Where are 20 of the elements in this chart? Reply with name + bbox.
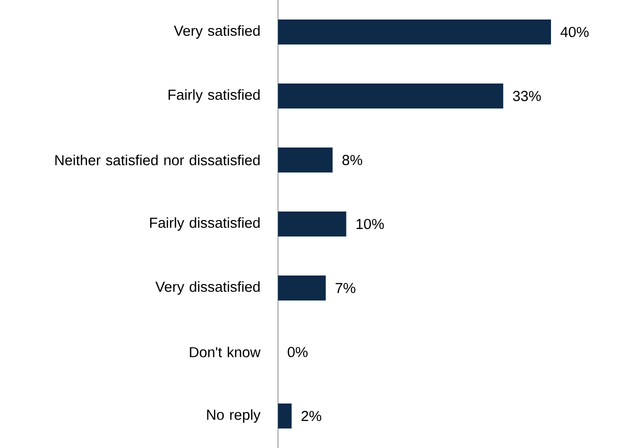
bar — [278, 20, 552, 45]
y-tick-label: Neither satisfied nor dissatisfied — [55, 154, 260, 166]
bar — [278, 404, 292, 429]
y-tick-label: Fairly satisfied — [168, 89, 260, 103]
data-label: 0% — [288, 346, 308, 358]
data-label: 33% — [512, 90, 541, 102]
data-label: 40% — [560, 26, 589, 38]
y-tick-label: Very dissatisfied — [155, 281, 260, 295]
data-label: 8% — [342, 154, 362, 166]
bar — [278, 84, 504, 109]
y-tick-label: No reply — [207, 409, 261, 423]
y-tick-label: Fairly dissatisfied — [150, 217, 260, 231]
bar — [278, 276, 326, 301]
data-label: 2% — [302, 410, 322, 422]
data-label: 7% — [336, 282, 356, 294]
y-tick-label: Very satisfied — [174, 25, 260, 39]
bar — [278, 212, 346, 237]
bar — [278, 148, 333, 173]
data-label: 10% — [356, 218, 384, 230]
y-tick-label: Don't know — [190, 346, 261, 358]
